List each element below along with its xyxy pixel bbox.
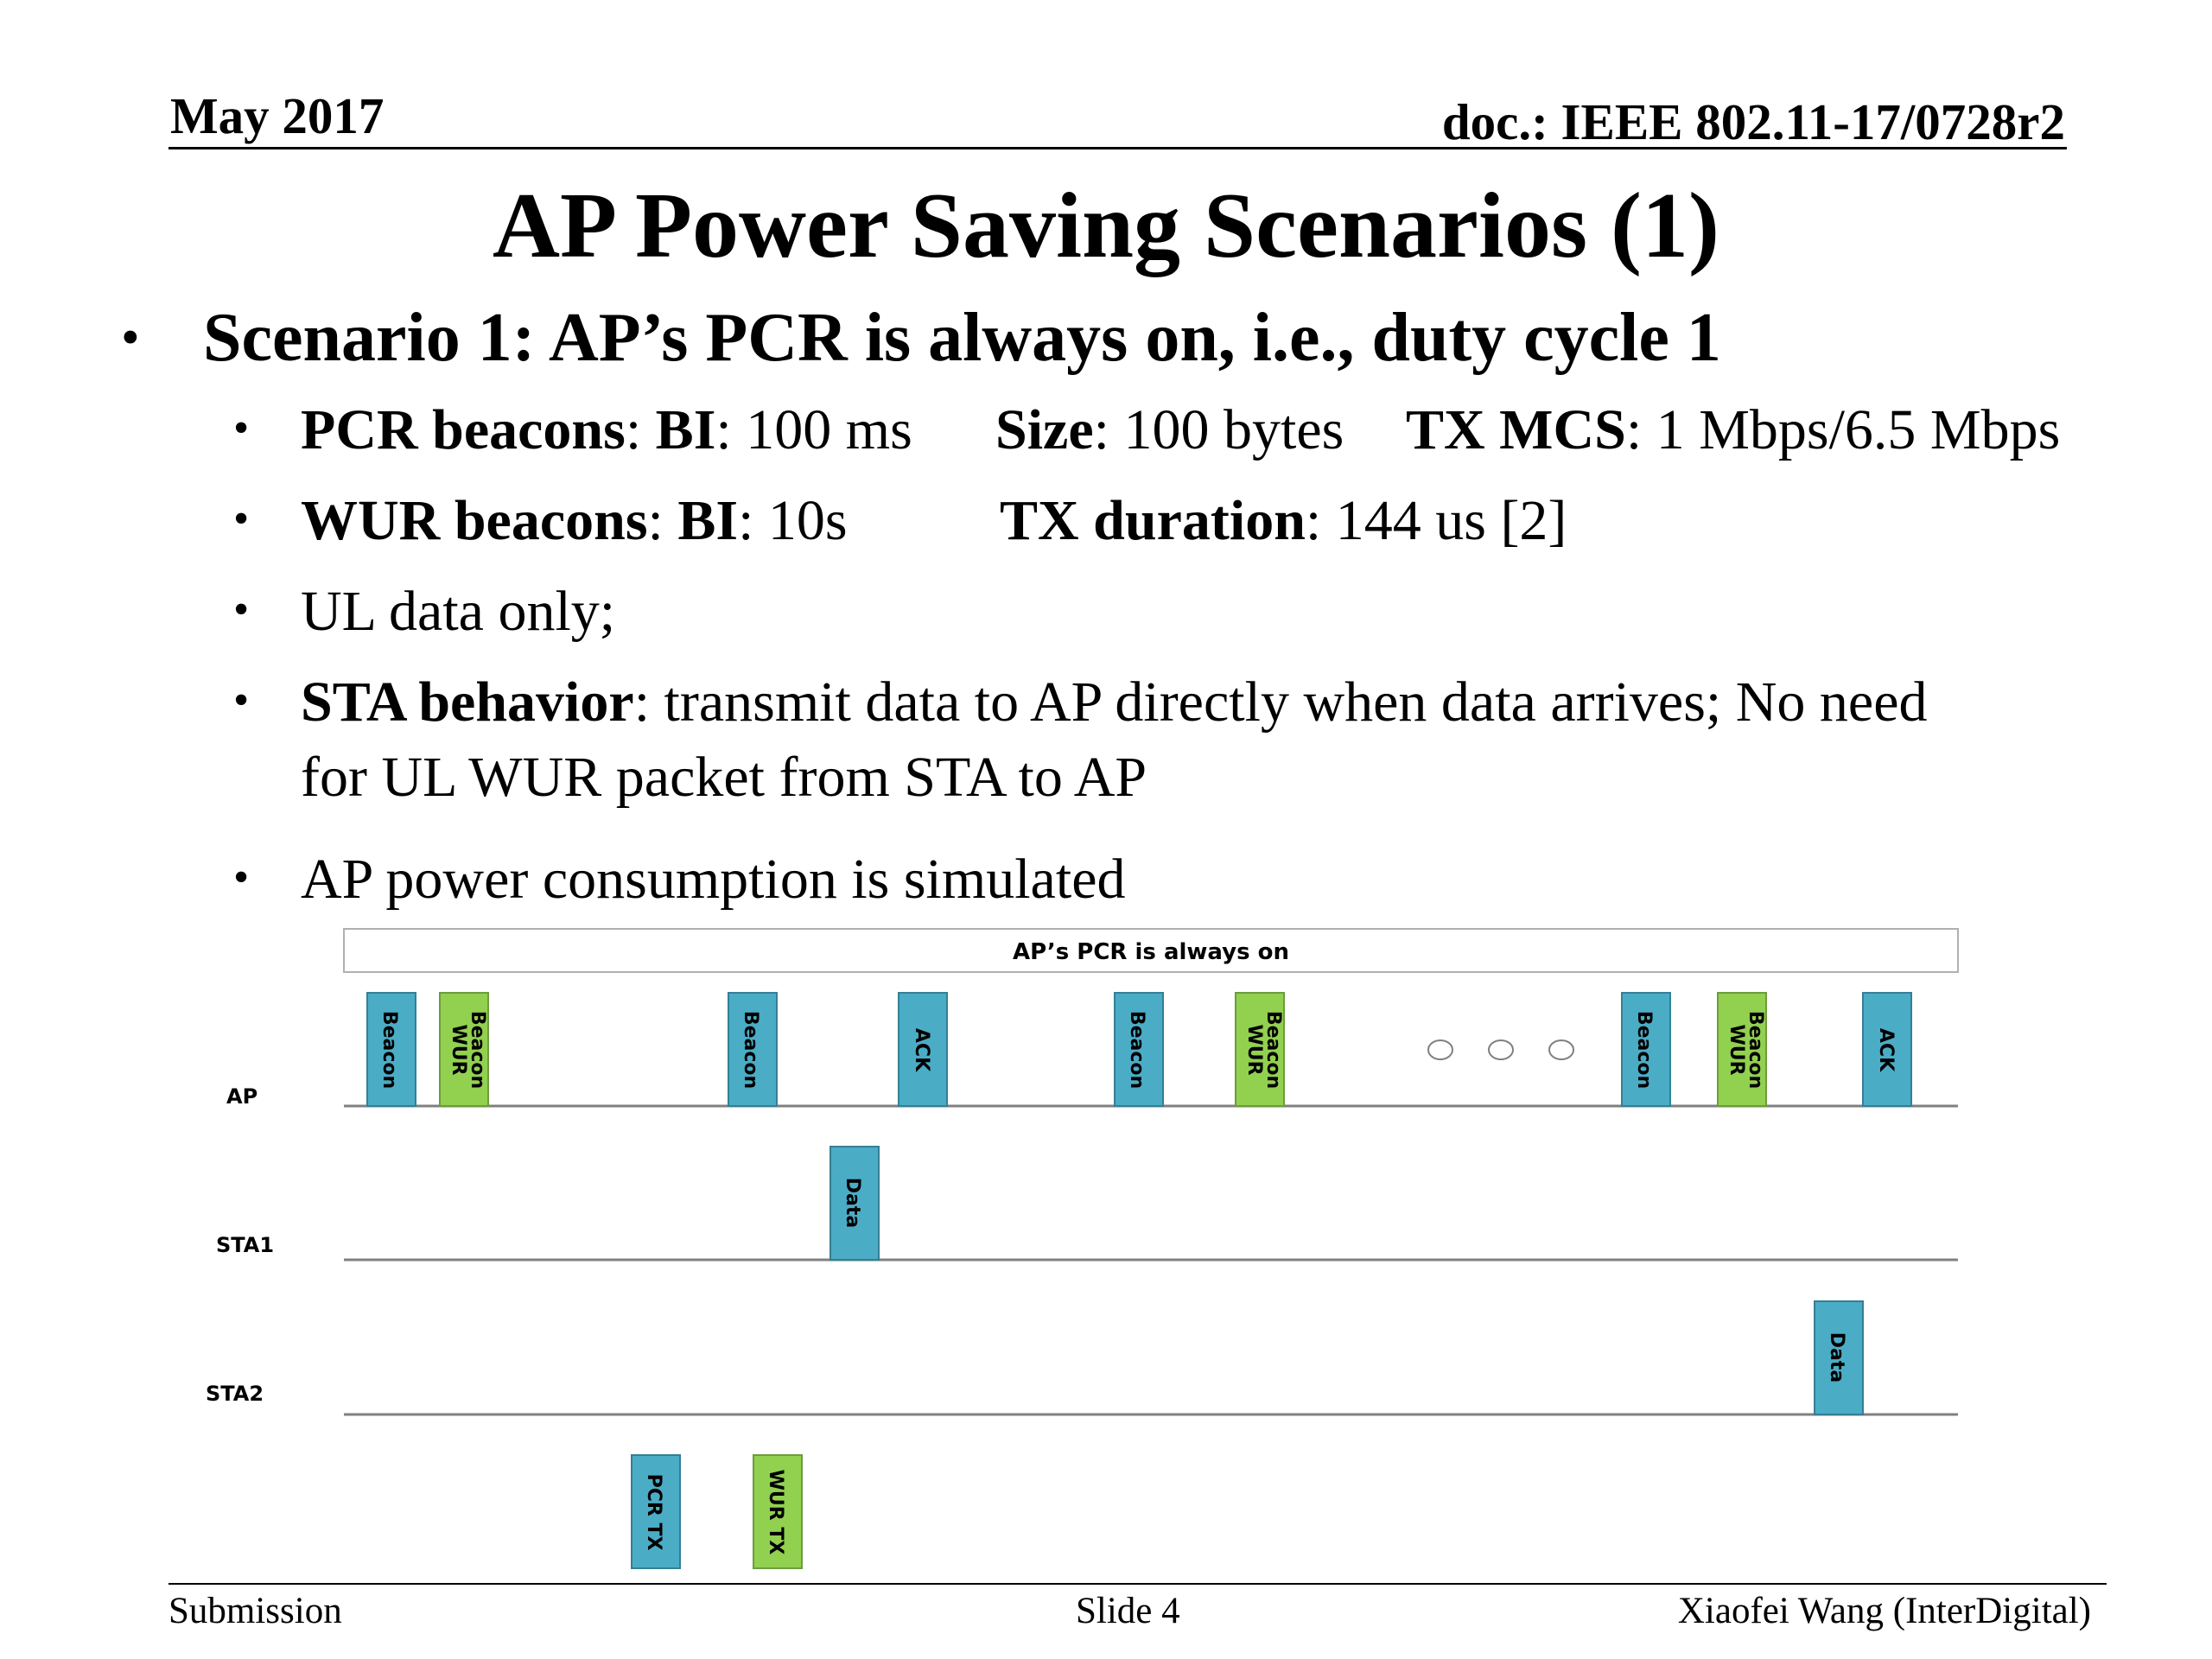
svg-text:Beacon: Beacon <box>1262 1011 1284 1089</box>
pcr-beacons-line: PCR beacons: BI: 100 ms <box>301 393 912 467</box>
pcr-bi-label: BI <box>655 398 716 461</box>
sta1-data-block: Data <box>830 1146 880 1261</box>
wur-bi-label: BI <box>677 489 739 552</box>
svg-text:ACK: ACK <box>911 1028 932 1072</box>
ul-data-bullet: UL data only; <box>301 580 616 643</box>
diagram-banner-text: AP’s PCR is always on <box>1013 939 1289 965</box>
header-doc-id: doc.: IEEE 802.11-17/0728r2 <box>1441 93 2065 150</box>
svg-text:Beacon: Beacon <box>1745 1011 1766 1089</box>
ellipsis-dot <box>1548 1039 1574 1060</box>
pcr-label: PCR beacons <box>301 398 626 461</box>
footer-center: Slide 4 <box>1076 1591 1180 1631</box>
svg-text:Beacon: Beacon <box>378 1011 400 1089</box>
slide-title: AP Power Saving Scenarios (1) <box>493 175 1719 277</box>
sta-behavior-label: STA behavior <box>301 671 634 734</box>
svg-text:WUR: WUR <box>1726 1024 1747 1075</box>
svg-text:WUR: WUR <box>1243 1024 1265 1075</box>
pcr-mcs-label: TX MCS <box>1406 398 1626 461</box>
bullet-marker: • <box>233 404 250 453</box>
svg-text:Beacon: Beacon <box>467 1011 488 1089</box>
svg-text:ACK: ACK <box>1875 1028 1897 1072</box>
ap-block-7: Beacon <box>1621 992 1671 1107</box>
wur-bi-value: : 10s <box>738 489 848 552</box>
ap-block-4: ACK <box>898 992 948 1107</box>
header-date: May 2017 <box>170 87 385 144</box>
legend-wur-tx: WUR TX <box>753 1454 803 1569</box>
ap-block-8: WUR Beacon <box>1717 992 1767 1107</box>
sta2-data-block: Data <box>1814 1300 1864 1415</box>
ap-block-3: Beacon <box>728 992 778 1107</box>
wur-dur-value: : 144 us [2] <box>1305 489 1567 552</box>
wur-dur-label: TX duration <box>1000 489 1306 552</box>
pcr-bi-value: : 100 ms <box>715 398 912 461</box>
ap-block-2: WUR Beacon <box>439 992 489 1107</box>
row-label-sta1: STA1 <box>216 1233 274 1257</box>
sta-behavior-line1: STA behavior: transmit data to AP direct… <box>301 665 1927 740</box>
svg-text:WUR: WUR <box>448 1024 469 1075</box>
svg-text:Beacon: Beacon <box>740 1011 761 1089</box>
pcr-colon: : <box>625 398 656 461</box>
svg-text:WUR TX: WUR TX <box>765 1470 786 1555</box>
power-bullet: AP power consumption is simulated <box>301 848 1126 911</box>
svg-text:Beacon: Beacon <box>1126 1011 1147 1089</box>
svg-text:PCR TX: PCR TX <box>643 1474 664 1551</box>
svg-text:Data: Data <box>1826 1332 1847 1382</box>
pcr-size-line: Size: 100 bytes <box>995 393 1344 467</box>
ap-block-6: WUR Beacon <box>1235 992 1285 1107</box>
svg-text:Beacon: Beacon <box>1633 1011 1655 1089</box>
bullet-marker: • <box>233 676 250 725</box>
header-divider <box>168 147 2067 149</box>
sta-behavior-line2: for UL WUR packet from STA to AP <box>301 746 1147 809</box>
row-label-ap: AP <box>226 1084 257 1109</box>
wur-duration-line: TX duration: 144 us [2] <box>1000 484 1567 558</box>
main-bullet: Scenario 1: AP’s PCR is always on, i.e.,… <box>203 300 1721 376</box>
bullet-marker: • <box>233 853 250 902</box>
legend-pcr-tx: PCR TX <box>631 1454 681 1569</box>
ellipsis-dot <box>1427 1039 1453 1060</box>
row-label-sta2: STA2 <box>206 1382 264 1406</box>
svg-text:Data: Data <box>842 1178 863 1228</box>
pcr-size-label: Size <box>995 398 1094 461</box>
footer-left: Submission <box>168 1591 342 1631</box>
bullet-marker: • <box>121 308 140 367</box>
wur-beacons-line: WUR beacons: BI: 10s <box>301 489 848 552</box>
ap-block-5: Beacon <box>1114 992 1164 1107</box>
pcr-mcs-line: TX MCS: 1 Mbps/6.5 Mbps <box>1406 393 2060 467</box>
ellipsis-dot <box>1488 1039 1514 1060</box>
bullet-marker: • <box>233 585 250 634</box>
wur-label: WUR beacons <box>301 489 648 552</box>
diagram-banner-box <box>343 928 1959 973</box>
ap-block-9: ACK <box>1862 992 1912 1107</box>
pcr-mcs-value: : 1 Mbps/6.5 Mbps <box>1625 398 2061 461</box>
footer-right: Xiaofei Wang (InterDigital) <box>1677 1591 2091 1631</box>
bullet-marker: • <box>233 494 250 543</box>
pcr-size-value: : 100 bytes <box>1093 398 1344 461</box>
sta-behavior-text: : transmit data to AP directly when data… <box>633 671 1928 734</box>
ap-block-1: Beacon <box>366 992 416 1107</box>
footer-divider <box>168 1583 2107 1585</box>
